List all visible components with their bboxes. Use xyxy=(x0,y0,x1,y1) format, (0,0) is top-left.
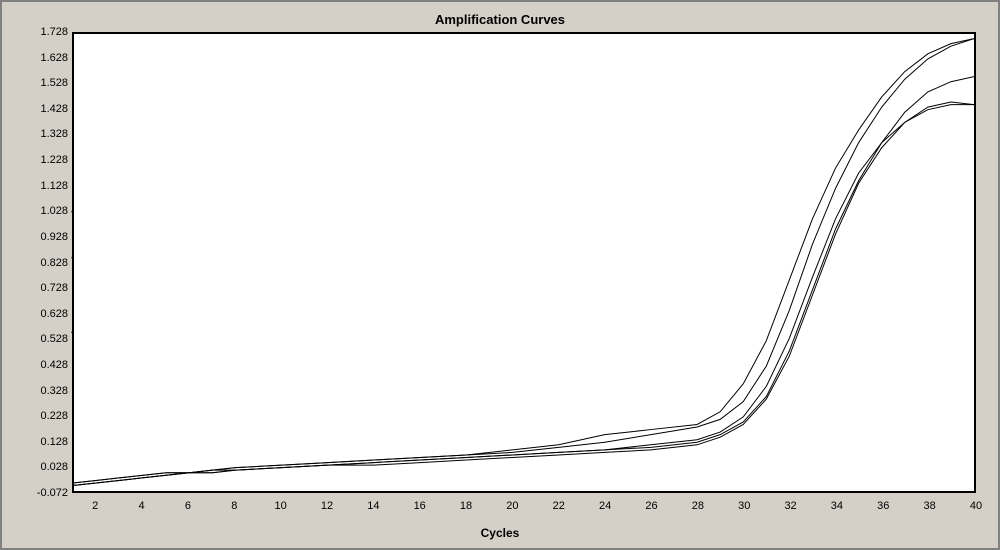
series-curve1 xyxy=(74,39,974,483)
x-axis-label: Cycles xyxy=(2,526,998,540)
y-tick: 1.128 xyxy=(40,180,68,192)
y-tick: -0.072 xyxy=(37,487,68,499)
y-tick: 1.328 xyxy=(40,128,68,140)
y-tick: 0.628 xyxy=(40,308,68,320)
series-curve5 xyxy=(74,102,974,485)
plot-area xyxy=(72,32,976,493)
x-tick: 26 xyxy=(645,500,657,512)
chart-title: Amplification Curves xyxy=(2,12,998,27)
x-tick: 8 xyxy=(231,500,237,512)
y-tick: 0.828 xyxy=(40,257,68,269)
y-tick: 0.928 xyxy=(40,231,68,243)
y-tick: 0.728 xyxy=(40,282,68,294)
x-tick: 10 xyxy=(274,500,286,512)
x-tick: 14 xyxy=(367,500,379,512)
y-tick: 0.428 xyxy=(40,359,68,371)
y-tick: 0.128 xyxy=(40,436,68,448)
y-tick: 1.728 xyxy=(40,26,68,38)
series-curve3 xyxy=(74,77,974,486)
y-tick: 1.028 xyxy=(40,205,68,217)
x-tick: 16 xyxy=(414,500,426,512)
y-tick: 0.328 xyxy=(40,385,68,397)
y-tick: 1.428 xyxy=(40,103,68,115)
x-tick: 32 xyxy=(784,500,796,512)
x-tick: 12 xyxy=(321,500,333,512)
curves-svg xyxy=(74,34,974,491)
y-tick: 0.528 xyxy=(40,333,68,345)
x-tick: 6 xyxy=(185,500,191,512)
series-curve2 xyxy=(74,39,974,483)
x-tick: 40 xyxy=(970,500,982,512)
x-tick: 28 xyxy=(692,500,704,512)
x-tick: 22 xyxy=(553,500,565,512)
x-tick: 30 xyxy=(738,500,750,512)
x-tick: 34 xyxy=(831,500,843,512)
x-tick: 38 xyxy=(924,500,936,512)
x-tick: 2 xyxy=(92,500,98,512)
x-axis-ticks: 246810121416182022242628303234363840 xyxy=(72,498,976,518)
y-tick: 1.628 xyxy=(40,52,68,64)
x-tick: 20 xyxy=(506,500,518,512)
y-tick: 0.028 xyxy=(40,461,68,473)
x-tick: 18 xyxy=(460,500,472,512)
x-tick: 36 xyxy=(877,500,889,512)
chart-panel: Amplification Curves Fluorescence (465-5… xyxy=(0,0,1000,550)
y-tick: 0.228 xyxy=(40,410,68,422)
y-tick: 1.528 xyxy=(40,77,68,89)
y-axis-ticks: -0.0720.0280.1280.2280.3280.4280.5280.62… xyxy=(32,32,72,493)
y-tick: 1.228 xyxy=(40,154,68,166)
x-tick: 4 xyxy=(138,500,144,512)
x-tick: 24 xyxy=(599,500,611,512)
